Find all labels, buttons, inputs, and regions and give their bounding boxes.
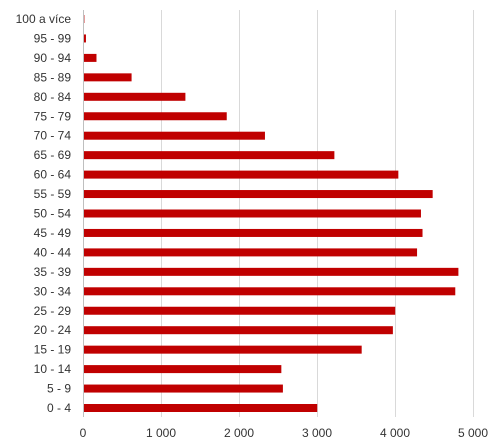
bar bbox=[84, 170, 399, 179]
x-tick-label: 4 000 bbox=[380, 426, 410, 440]
bar bbox=[84, 267, 459, 276]
category-label: 80 - 84 bbox=[34, 90, 72, 104]
x-tick-label: 2 000 bbox=[224, 426, 254, 440]
bar bbox=[84, 287, 456, 296]
bar bbox=[84, 112, 227, 121]
category-label: 60 - 64 bbox=[34, 168, 72, 182]
category-label: 40 - 44 bbox=[34, 245, 72, 259]
category-label: 20 - 24 bbox=[34, 323, 72, 337]
category-label: 5 - 9 bbox=[47, 382, 71, 396]
bar bbox=[84, 384, 283, 393]
category-label: 70 - 74 bbox=[34, 129, 72, 143]
bar bbox=[84, 34, 86, 43]
x-tick-label: 1 000 bbox=[146, 426, 176, 440]
x-tick-label: 0 bbox=[80, 426, 87, 440]
category-label: 30 - 34 bbox=[34, 284, 72, 298]
category-label: 55 - 59 bbox=[34, 187, 72, 201]
category-labels: 100 a více 95 - 99 90 - 94 85 - 89 80 - 84 75… bbox=[16, 12, 72, 415]
category-label: 65 - 69 bbox=[34, 148, 72, 162]
bar bbox=[84, 151, 335, 160]
bar bbox=[84, 365, 282, 374]
category-label: 95 - 99 bbox=[34, 31, 72, 45]
bar bbox=[84, 209, 421, 218]
bar bbox=[84, 190, 433, 199]
bar bbox=[84, 306, 396, 315]
bar bbox=[84, 92, 186, 101]
bar bbox=[84, 73, 132, 82]
bar bbox=[84, 326, 393, 335]
category-label: 15 - 19 bbox=[34, 343, 72, 357]
category-label: 75 - 79 bbox=[34, 109, 72, 123]
bar bbox=[84, 131, 265, 140]
bar bbox=[84, 248, 418, 257]
bars-layer bbox=[84, 15, 459, 412]
category-label: 35 - 39 bbox=[34, 265, 72, 279]
x-tick-labels: 0 1 000 2 000 3 000 4 000 5 000 bbox=[80, 426, 489, 440]
category-label: 0 - 4 bbox=[47, 401, 71, 415]
category-label: 100 a více bbox=[16, 12, 72, 26]
category-label: 45 - 49 bbox=[34, 226, 72, 240]
bar bbox=[84, 53, 97, 62]
bar bbox=[84, 228, 423, 237]
category-label: 85 - 89 bbox=[34, 70, 72, 84]
bar bbox=[84, 404, 318, 412]
category-label: 10 - 14 bbox=[34, 362, 72, 376]
category-label: 50 - 54 bbox=[34, 207, 72, 221]
x-tick-label: 5 000 bbox=[458, 426, 488, 440]
x-tick-label: 3 000 bbox=[302, 426, 332, 440]
bar bbox=[84, 345, 362, 354]
category-label: 25 - 29 bbox=[34, 304, 72, 318]
category-label: 90 - 94 bbox=[34, 51, 72, 65]
